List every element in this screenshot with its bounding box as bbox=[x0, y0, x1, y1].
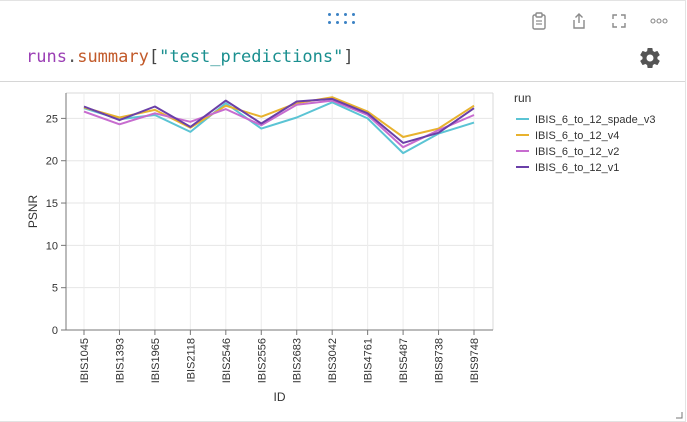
y-axis-title: PSNR bbox=[26, 194, 40, 228]
more-icon[interactable] bbox=[643, 10, 675, 32]
psnr-line-chart: 0 5 10 15 20 25 IBIS1045 IBIS1393 IBIS1965 IBIS21… bbox=[26, 91, 656, 404]
grid-lines bbox=[66, 92, 494, 331]
x-tick-label: IBIS4761 bbox=[363, 338, 375, 383]
x-tick-label: IBIS2556 bbox=[256, 338, 268, 383]
share-icon[interactable] bbox=[563, 10, 595, 32]
x-tick-label: IBIS9748 bbox=[469, 338, 481, 383]
series-line-IBIS_6_to_12_v2[interactable] bbox=[83, 99, 475, 149]
y-tick-label: 5 bbox=[52, 283, 58, 295]
panel-toolbar bbox=[523, 10, 675, 32]
y-tick-label: 20 bbox=[46, 156, 58, 168]
query-close-bracket: ] bbox=[343, 47, 354, 67]
x-tick-label: IBIS1393 bbox=[114, 338, 126, 383]
x-axis-title: ID bbox=[274, 390, 286, 404]
fullscreen-icon[interactable] bbox=[603, 10, 635, 32]
divider bbox=[0, 81, 685, 82]
legend-title: run bbox=[514, 91, 531, 105]
y-tick-label: 25 bbox=[46, 113, 58, 125]
legend-label[interactable]: IBIS_6_to_12_v2 bbox=[535, 146, 619, 158]
query-var: runs bbox=[26, 47, 67, 67]
query-open-bracket: [ bbox=[148, 47, 160, 67]
series-line-IBIS_6_to_12_v1[interactable] bbox=[83, 97, 475, 144]
query-attr: summary bbox=[77, 47, 149, 67]
query-dot: . bbox=[66, 47, 78, 67]
x-tick-label: IBIS2118 bbox=[185, 338, 197, 382]
series-line-IBIS_6_to_12_v4[interactable] bbox=[83, 96, 475, 138]
y-tick-label: 10 bbox=[46, 240, 58, 252]
gear-icon[interactable] bbox=[638, 46, 662, 70]
x-tick-label: IBIS2546 bbox=[221, 338, 233, 383]
query-key: "test_predictions" bbox=[159, 47, 344, 67]
series-lines bbox=[83, 96, 475, 155]
x-tick-label: IBIS3042 bbox=[327, 338, 339, 383]
x-tick-label: IBIS2683 bbox=[292, 338, 304, 383]
legend-label[interactable]: IBIS_6_to_12_v1 bbox=[535, 162, 619, 174]
x-tick-label: IBIS1965 bbox=[150, 338, 162, 383]
drag-handle-icon[interactable] bbox=[328, 13, 360, 29]
legend: run IBIS_6_to_12_spade_v3 IBIS_6_to_12_v4 I… bbox=[514, 91, 656, 174]
x-tick-label: IBIS1045 bbox=[79, 338, 91, 383]
legend-label[interactable]: IBIS_6_to_12_v4 bbox=[535, 130, 619, 142]
query-expression[interactable]: runs.summary["test_predictions"] bbox=[26, 47, 354, 67]
axes: 0 5 10 15 20 25 IBIS1045 IBIS1393 IBIS1965 IBIS21… bbox=[26, 93, 493, 404]
clipboard-icon[interactable] bbox=[523, 10, 555, 32]
y-tick-label: 15 bbox=[46, 198, 58, 210]
x-tick-label: IBIS8738 bbox=[434, 338, 446, 383]
legend-label[interactable]: IBIS_6_to_12_spade_v3 bbox=[535, 114, 656, 126]
x-tick-label: IBIS5487 bbox=[398, 338, 410, 383]
resize-handle-icon[interactable] bbox=[675, 411, 683, 419]
y-tick-label: 0 bbox=[52, 325, 58, 337]
